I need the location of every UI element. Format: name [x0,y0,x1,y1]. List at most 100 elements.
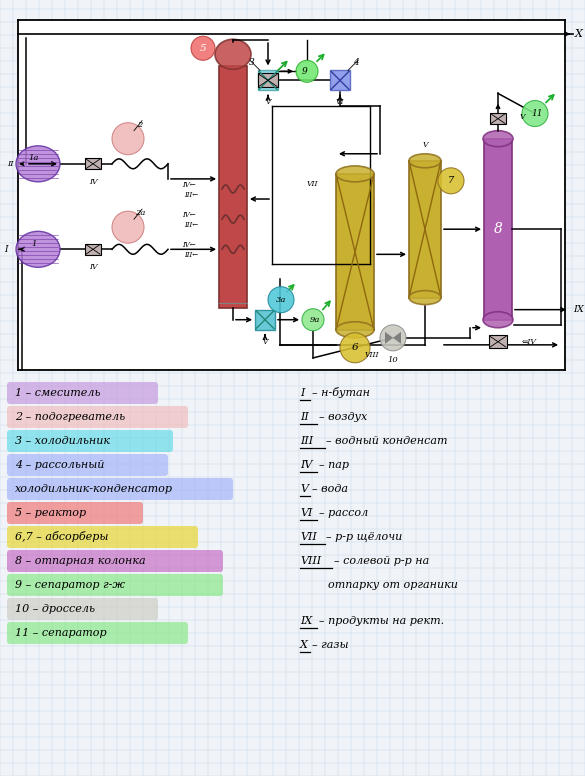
Bar [484,139,512,320]
Text: VIII: VIII [365,351,380,359]
Text: VII: VII [300,532,316,542]
Text: 5: 5 [199,43,207,53]
Circle shape [438,168,464,194]
FancyBboxPatch shape [7,430,173,452]
FancyBboxPatch shape [7,526,198,548]
Text: IV: IV [300,460,312,470]
Bar [490,113,506,124]
FancyBboxPatch shape [7,502,143,524]
Text: II: II [300,412,309,422]
Text: V: V [265,99,271,106]
Text: 9а: 9а [310,316,320,324]
Text: холодильник-конденсатор: холодильник-конденсатор [15,484,173,494]
Text: VI: VI [336,99,344,106]
Bar [489,335,507,348]
Text: 2: 2 [137,121,143,129]
Text: 7: 7 [448,176,454,185]
Bar [219,66,247,307]
Text: – р-р щёлочи: – р-р щёлочи [326,532,402,542]
Bar [330,71,350,90]
FancyBboxPatch shape [7,454,168,476]
Bar [336,174,374,330]
Text: I: I [5,244,8,254]
Bar [18,20,565,370]
Circle shape [296,61,318,82]
Text: V: V [520,113,525,121]
Text: 8: 8 [494,222,503,236]
Text: IV: IV [89,178,97,185]
Circle shape [112,211,144,243]
Ellipse shape [483,312,513,327]
Circle shape [340,333,370,362]
Text: VI: VI [300,508,312,518]
Text: IV←: IV← [182,181,196,189]
Ellipse shape [336,322,374,338]
Text: 5 – реактор: 5 – реактор [15,508,86,518]
Text: ⇐IV: ⇐IV [522,338,537,346]
Text: 10 – дроссель: 10 – дроссель [15,604,95,614]
Text: 2а: 2а [135,210,145,217]
Text: V: V [300,484,308,494]
Text: – газы: – газы [311,640,348,650]
Text: 2 – подогреватель: 2 – подогреватель [15,412,125,422]
Text: 10: 10 [388,356,398,364]
FancyBboxPatch shape [7,406,188,428]
Bar [258,71,278,90]
Circle shape [112,123,144,154]
FancyBboxPatch shape [7,382,158,404]
Text: IV←: IV← [182,211,196,219]
Text: V: V [422,140,428,149]
Text: I: I [300,388,304,398]
Text: 9 – сепаратор г-ж: 9 – сепаратор г-ж [15,580,125,590]
Ellipse shape [16,146,60,182]
Text: 6,7 – абсорберы: 6,7 – абсорберы [15,532,108,542]
Ellipse shape [16,231,60,267]
Text: X: X [575,29,583,39]
Text: 3а: 3а [276,296,286,303]
Text: IX: IX [573,305,584,314]
Text: X: X [300,640,308,650]
Bar [409,161,441,297]
Text: III: III [300,436,313,446]
Text: – вода: – вода [311,484,347,494]
FancyBboxPatch shape [7,598,158,620]
FancyBboxPatch shape [7,478,233,500]
Text: 6: 6 [352,343,358,352]
Text: V: V [262,338,268,346]
Ellipse shape [409,290,441,305]
Circle shape [522,101,548,126]
Ellipse shape [336,166,374,182]
FancyBboxPatch shape [7,550,223,572]
Text: – водный конденсат: – водный конденсат [326,436,448,446]
Text: 3 – холодильник: 3 – холодильник [15,436,110,446]
Text: – воздух: – воздух [319,412,367,422]
Text: VIII: VIII [300,556,321,566]
Text: IX: IX [300,616,312,626]
Circle shape [380,325,406,351]
Circle shape [191,36,215,61]
Text: 1: 1 [32,241,37,248]
Ellipse shape [215,40,251,69]
Text: 11: 11 [531,109,543,118]
Text: 11 – сепаратор: 11 – сепаратор [15,628,106,638]
Text: III←: III← [184,251,198,259]
Polygon shape [393,332,401,344]
Bar [258,74,278,88]
Text: – н-бутан: – н-бутан [311,387,370,399]
Ellipse shape [409,154,441,168]
Text: 1 – смеситель: 1 – смеситель [15,388,101,398]
Bar [255,310,275,330]
FancyBboxPatch shape [7,622,188,644]
Text: – продукты на рект.: – продукты на рект. [319,616,444,626]
Text: 4 – рассольный: 4 – рассольный [15,460,104,470]
Text: IV←: IV← [182,241,196,249]
Text: VII: VII [307,180,318,188]
Polygon shape [385,332,393,344]
Text: III←: III← [184,221,198,229]
Circle shape [302,309,324,331]
Ellipse shape [483,130,513,147]
Text: II: II [7,160,13,168]
Text: 3: 3 [249,58,255,67]
Text: 1а: 1а [29,154,39,162]
Text: отпарку от органики: отпарку от органики [314,580,458,590]
